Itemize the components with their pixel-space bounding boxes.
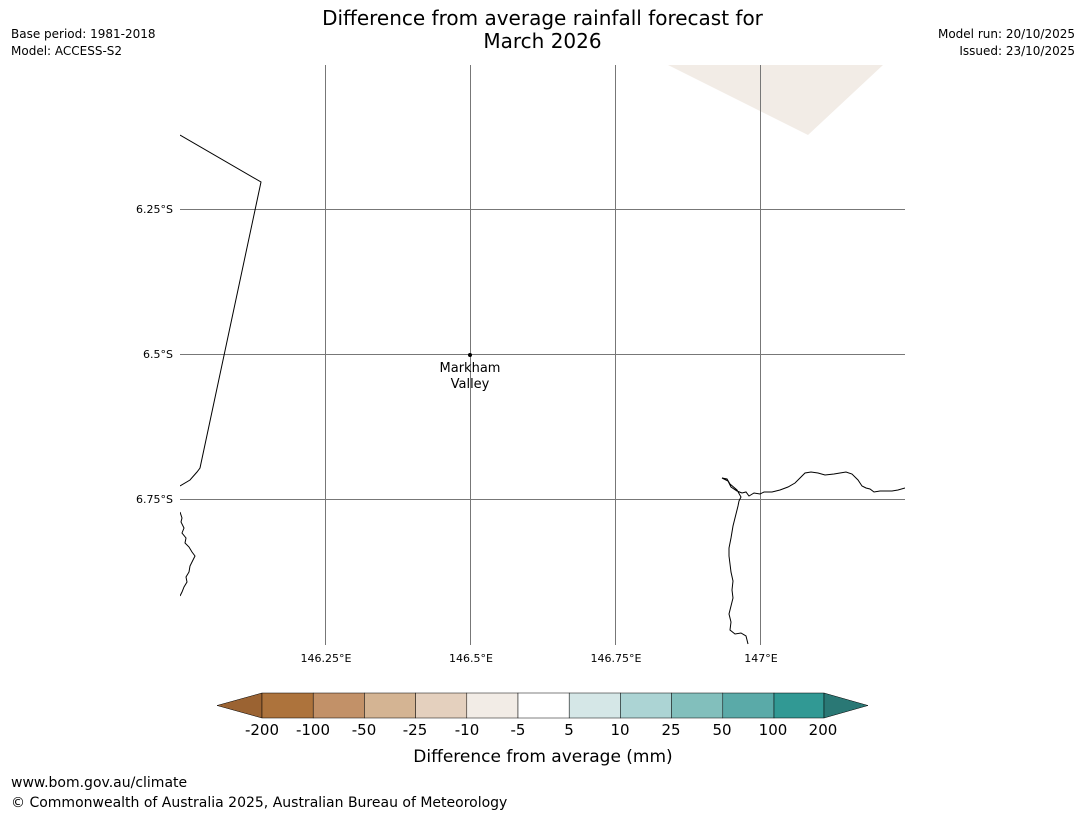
issued-date: Issued: 23/10/2025 xyxy=(959,44,1075,58)
lat-label-3: 6.75°S xyxy=(136,493,173,506)
colorbar-extend-low xyxy=(216,692,263,719)
title-line-1: Difference from average rainfall forecas… xyxy=(322,6,763,30)
colorbar-tick-12: 200 xyxy=(809,721,838,739)
lon-label-2: 146.5°E xyxy=(449,652,493,665)
gridlines xyxy=(180,65,905,645)
lat-label-2: 6.5°S xyxy=(143,348,173,361)
shaded-region xyxy=(668,65,883,135)
lat-label-1: 6.25°S xyxy=(136,203,173,216)
model-run: Model run: 20/10/2025 xyxy=(937,27,1075,41)
colorbar-segment-6 xyxy=(517,692,570,719)
meta-right: Model run: 20/10/2025 Issued: 23/10/2025 xyxy=(938,26,1075,60)
colorbar-tick-4: -25 xyxy=(403,721,428,739)
colorbar-tick-7: 5 xyxy=(564,721,574,739)
location-dot xyxy=(468,353,472,357)
colorbar-segment-9 xyxy=(671,692,724,719)
meta-left: Base period: 1981-2018 Model: ACCESS-S2 xyxy=(11,26,156,60)
coastlines xyxy=(180,134,905,645)
map-title: Difference from average rainfall forecas… xyxy=(0,7,1085,53)
place-label-line-2: Valley xyxy=(451,377,490,392)
colorbar-tick-9: 25 xyxy=(661,721,680,739)
colorbar-extend-high xyxy=(823,692,869,719)
colorbar-segment-3 xyxy=(364,692,416,719)
colorbar-tick-3: -50 xyxy=(352,721,377,739)
footer-url[interactable]: www.bom.gov.au/climate xyxy=(11,775,188,791)
model-name: Model: ACCESS-S2 xyxy=(11,44,123,58)
coastline-east xyxy=(721,471,905,645)
lon-label-4: 147°E xyxy=(744,652,777,665)
colorbar-tick-2: -100 xyxy=(296,721,330,739)
footer-copyright: © Commonwealth of Australia 2025, Austra… xyxy=(11,795,508,811)
colorbar-segment-10 xyxy=(722,692,775,719)
map-area xyxy=(180,65,905,645)
colorbar-tick-11: 100 xyxy=(759,721,788,739)
coastline-west xyxy=(180,511,196,597)
lon-label-3: 146.75°E xyxy=(591,652,642,665)
colorbar-tick-6: -5 xyxy=(511,721,526,739)
colorbar-segment-8 xyxy=(620,692,672,719)
colorbar-tick-10: 50 xyxy=(712,721,731,739)
colorbar-segment-4 xyxy=(415,692,468,719)
colorbar-label: Difference from average (mm) xyxy=(413,747,672,767)
colorbar-segment-1 xyxy=(261,692,314,719)
colorbar-segment-5 xyxy=(466,692,519,719)
base-period: Base period: 1981-2018 xyxy=(11,27,156,41)
colorbar xyxy=(216,692,869,719)
colorbar-ticks: -200 -100 -50 -25 -10 -5 5 10 25 50 100 … xyxy=(245,721,837,739)
colorbar-segment-2 xyxy=(312,692,365,719)
place-label-line-1: Markham xyxy=(440,361,501,376)
colorbar-segment-7 xyxy=(568,692,621,719)
border-line xyxy=(180,134,262,487)
colorbar-tick-5: -10 xyxy=(455,721,480,739)
colorbar-segment-11 xyxy=(773,692,825,719)
title-line-2: March 2026 xyxy=(483,29,602,53)
lon-label-1: 146.25°E xyxy=(301,652,352,665)
colorbar-tick-8: 10 xyxy=(610,721,629,739)
colorbar-tick-1: -200 xyxy=(245,721,279,739)
